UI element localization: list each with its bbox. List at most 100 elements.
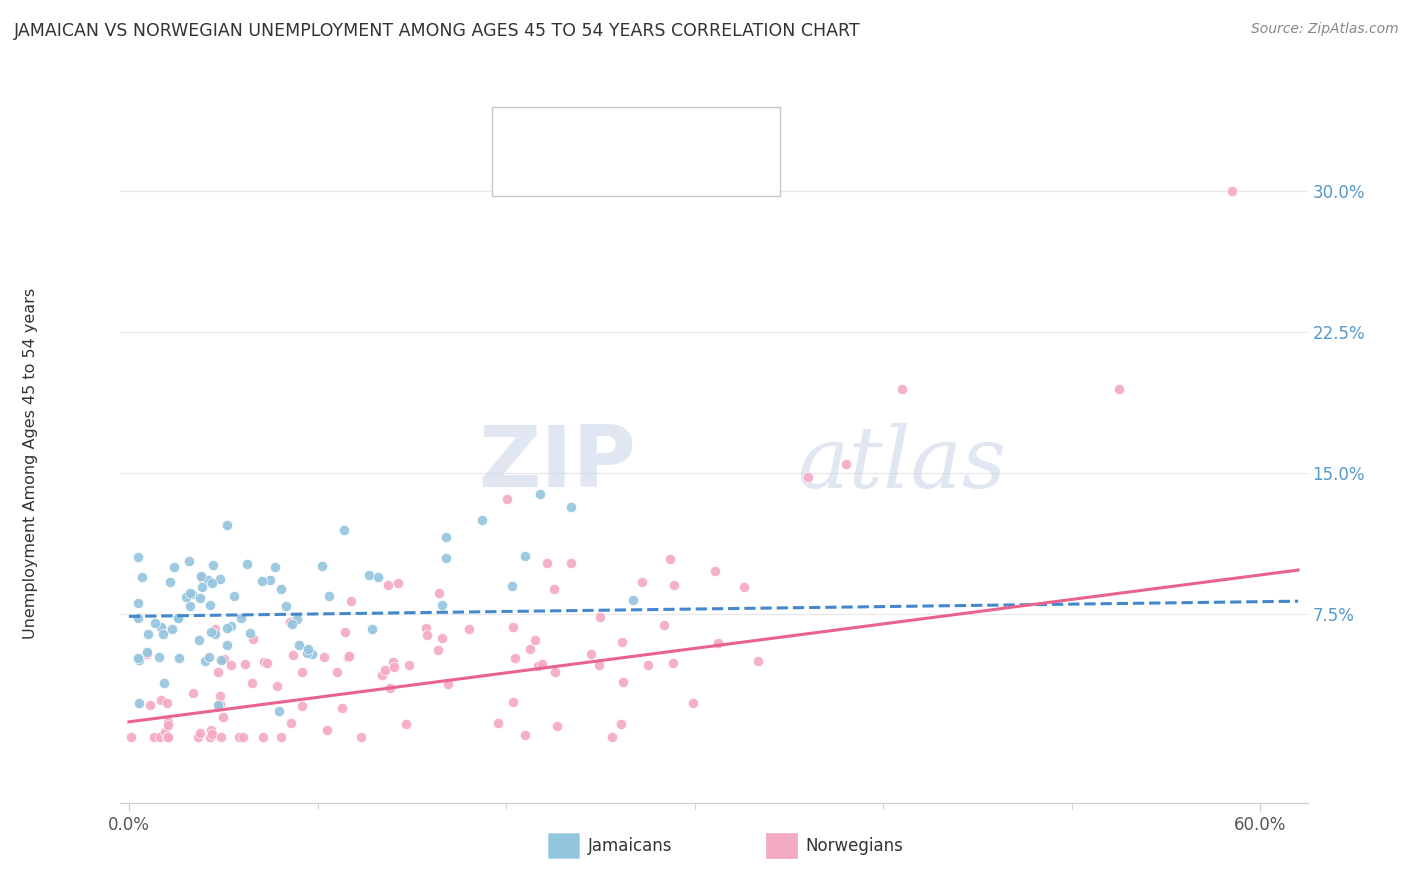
Point bbox=[519, 642, 541, 657]
Point bbox=[159, 575, 181, 590]
Point bbox=[231, 611, 253, 625]
Text: 105: 105 bbox=[707, 162, 742, 180]
Point bbox=[240, 675, 263, 690]
Text: R =: R = bbox=[543, 162, 579, 180]
Point bbox=[128, 653, 150, 667]
Point bbox=[208, 698, 231, 712]
Point bbox=[209, 573, 232, 587]
Text: atlas: atlas bbox=[797, 423, 1005, 505]
Point bbox=[457, 622, 479, 636]
Point bbox=[219, 618, 242, 632]
Point bbox=[188, 591, 211, 606]
Point bbox=[661, 657, 683, 671]
Point bbox=[167, 651, 190, 665]
Point bbox=[266, 679, 288, 693]
Point bbox=[335, 625, 357, 640]
Point bbox=[236, 558, 259, 572]
Point bbox=[194, 654, 217, 668]
Point bbox=[143, 730, 166, 744]
Point bbox=[188, 632, 211, 647]
Point bbox=[127, 550, 149, 565]
Point bbox=[543, 582, 565, 597]
Point bbox=[427, 585, 450, 599]
Text: 0.078: 0.078 bbox=[592, 125, 645, 143]
Point bbox=[179, 599, 201, 613]
Point bbox=[891, 382, 914, 396]
Point bbox=[197, 649, 219, 664]
Point bbox=[166, 611, 188, 625]
Point bbox=[222, 589, 245, 603]
Point bbox=[394, 717, 416, 731]
Point bbox=[398, 657, 420, 672]
Point bbox=[278, 615, 301, 629]
Point bbox=[382, 660, 405, 674]
Point bbox=[503, 650, 526, 665]
Point bbox=[252, 730, 274, 744]
Point bbox=[127, 611, 149, 625]
Point bbox=[437, 677, 460, 691]
Point bbox=[325, 665, 347, 679]
Point bbox=[387, 576, 409, 591]
Point bbox=[150, 693, 173, 707]
Point bbox=[256, 656, 278, 670]
Text: N =: N = bbox=[658, 162, 695, 180]
Point bbox=[281, 616, 304, 631]
Text: Source: ZipAtlas.com: Source: ZipAtlas.com bbox=[1251, 22, 1399, 37]
Point bbox=[200, 730, 222, 744]
Point bbox=[136, 647, 159, 661]
Point bbox=[232, 730, 254, 744]
Point bbox=[536, 556, 558, 570]
Point bbox=[797, 470, 820, 484]
Point bbox=[434, 530, 457, 544]
Point bbox=[201, 575, 224, 590]
Point bbox=[377, 578, 399, 592]
Point bbox=[152, 626, 174, 640]
Point bbox=[276, 599, 298, 614]
Point bbox=[415, 621, 437, 635]
Text: 75: 75 bbox=[707, 125, 731, 143]
Point bbox=[612, 634, 634, 648]
Point bbox=[416, 628, 439, 642]
Point bbox=[600, 730, 623, 744]
Point bbox=[652, 618, 675, 632]
Point bbox=[204, 622, 226, 636]
Point bbox=[630, 574, 652, 589]
Point bbox=[163, 559, 186, 574]
Point bbox=[707, 636, 730, 650]
Point bbox=[264, 560, 287, 574]
Point bbox=[215, 518, 238, 533]
Point bbox=[527, 658, 550, 673]
Point bbox=[361, 622, 384, 636]
Text: R =: R = bbox=[543, 125, 579, 143]
Point bbox=[160, 623, 183, 637]
Point bbox=[380, 681, 402, 696]
Text: Norwegians: Norwegians bbox=[806, 837, 904, 855]
Point bbox=[471, 513, 494, 527]
Point bbox=[311, 559, 333, 574]
Text: Jamaicans: Jamaicans bbox=[588, 837, 672, 855]
Point bbox=[211, 710, 233, 724]
Point bbox=[287, 639, 309, 653]
Text: ZIP: ZIP bbox=[478, 422, 637, 506]
Point bbox=[297, 646, 319, 660]
Point bbox=[297, 641, 319, 656]
Point bbox=[1108, 382, 1130, 396]
Point bbox=[659, 552, 682, 566]
Point bbox=[139, 698, 162, 712]
Point bbox=[336, 650, 359, 665]
Text: N =: N = bbox=[658, 125, 695, 143]
Point bbox=[524, 633, 547, 648]
Point bbox=[157, 730, 180, 744]
Point bbox=[834, 457, 856, 471]
Point bbox=[316, 723, 339, 737]
Point bbox=[239, 626, 262, 640]
Point bbox=[197, 574, 219, 588]
Point bbox=[682, 696, 704, 710]
Point bbox=[291, 698, 314, 713]
Point bbox=[131, 570, 153, 584]
Point bbox=[637, 658, 659, 673]
Point bbox=[529, 487, 551, 501]
Point bbox=[136, 645, 159, 659]
Point bbox=[157, 718, 180, 732]
Point bbox=[374, 663, 396, 677]
